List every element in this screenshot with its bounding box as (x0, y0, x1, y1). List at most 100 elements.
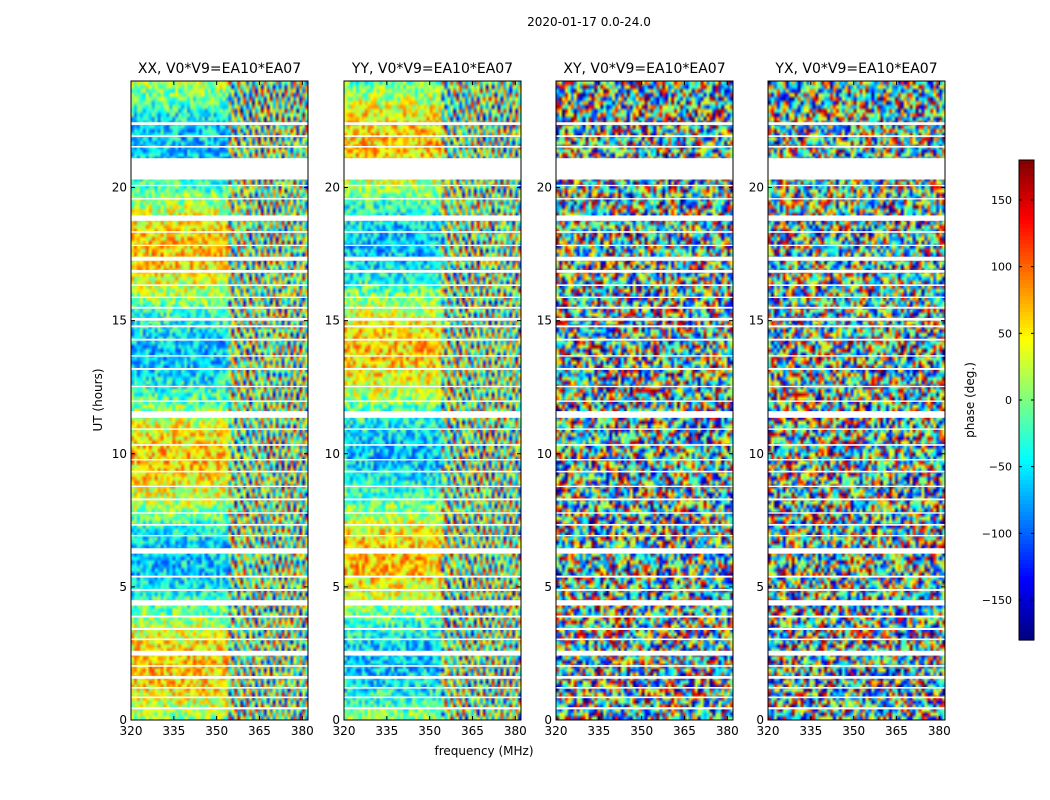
colorbar-tick-label: −150 (982, 594, 1012, 607)
colorbar-step (1019, 328, 1034, 333)
colorbar-step (1019, 244, 1034, 249)
colorbar-step (1019, 372, 1034, 377)
colorbar-step (1019, 584, 1034, 589)
panel-yx: YX, V0*V9=EA10*EA07 320 335 350 365 380 0 5 10 15… (749, 61, 951, 738)
colorbar-step (1019, 604, 1034, 609)
flagged-band (768, 256, 945, 261)
flagged-band (131, 615, 308, 618)
flagged-band (556, 284, 733, 287)
flagged-band (768, 198, 945, 200)
flagged-band (556, 400, 733, 402)
flagged-band (344, 325, 521, 328)
flagged-band (344, 184, 521, 187)
flagged-band (131, 145, 308, 148)
colorbar-tick-label: −50 (989, 461, 1012, 474)
flagged-band (556, 665, 733, 667)
colorbar-step (1019, 312, 1034, 317)
colorbar-step (1019, 480, 1034, 485)
flagged-band (344, 355, 521, 357)
colorbar-step (1019, 612, 1034, 617)
panel-xy: XY, V0*V9=EA10*EA07 320 335 350 365 380 0 5 10 15… (537, 61, 739, 738)
colorbar-step (1019, 304, 1034, 309)
flagged-band (131, 317, 308, 321)
flagged-band (768, 707, 945, 710)
flagged-band (131, 306, 308, 309)
colorbar-step (1019, 388, 1034, 393)
colorbar-step (1019, 484, 1034, 489)
colorbar-step (1019, 412, 1034, 417)
colorbar-step (1019, 456, 1034, 461)
y-tick-label: 15 (537, 314, 552, 328)
flagged-band (131, 428, 308, 430)
colorbar-step (1019, 256, 1034, 261)
flagged-band (131, 284, 308, 287)
colorbar-step (1019, 224, 1034, 229)
flagged-band (344, 244, 521, 247)
flagged-band (556, 428, 733, 430)
flagged-band (131, 296, 308, 298)
colorbar-step (1019, 160, 1034, 165)
colorbar-step (1019, 200, 1034, 205)
flagged-band (768, 135, 945, 137)
flagged-band (131, 122, 308, 125)
colorbar-step (1019, 300, 1034, 305)
flagged-band (768, 459, 945, 461)
colorbar-step (1019, 460, 1034, 465)
flagged-band (344, 485, 521, 488)
x-tick-label: 320 (120, 724, 143, 738)
flagged-band (344, 459, 521, 461)
flagged-band (344, 512, 521, 514)
flagged-band (131, 198, 308, 200)
colorbar-step (1019, 376, 1034, 381)
flagged-band (768, 122, 945, 125)
flagged-band (344, 428, 521, 430)
y-tick-label: 5 (119, 580, 127, 594)
y-tick-label: 15 (112, 314, 127, 328)
flagged-band (768, 615, 945, 618)
flagged-band (131, 215, 308, 221)
flagged-band (344, 215, 521, 221)
colorbar-step (1019, 308, 1034, 313)
colorbar-step (1019, 268, 1034, 273)
colorbar-step (1019, 624, 1034, 629)
x-tick-label: 365 (673, 724, 696, 738)
colorbar-step (1019, 608, 1034, 613)
y-tick-label: 0 (332, 713, 340, 727)
flagged-band (131, 355, 308, 357)
colorbar-step (1019, 552, 1034, 557)
flagged-band (131, 498, 308, 501)
flagged-band (131, 338, 308, 341)
flagged-band (131, 686, 308, 689)
colorbar-step (1019, 600, 1034, 605)
x-tick-label: 380 (291, 724, 314, 738)
colorbar-step (1019, 340, 1034, 345)
colorbar-step (1019, 320, 1034, 325)
flagged-band (556, 686, 733, 689)
colorbar-step (1019, 212, 1034, 217)
x-tick-label: 335 (587, 724, 610, 738)
flagged-band (556, 676, 733, 679)
colorbar-step (1019, 356, 1034, 361)
flagged-band (556, 215, 733, 221)
flagged-band (131, 707, 308, 710)
flagged-band (768, 411, 945, 418)
flagged-band (344, 231, 521, 233)
flagged-band (556, 135, 733, 137)
flagged-band (768, 158, 945, 180)
flagged-band (768, 296, 945, 298)
colorbar-step (1019, 348, 1034, 353)
flagged-band (131, 650, 308, 656)
flagged-band (344, 534, 521, 537)
flagged-band (131, 459, 308, 461)
flagged-band (768, 650, 945, 656)
flagged-band (344, 284, 521, 287)
flagged-band (131, 512, 308, 514)
colorbar-step (1019, 560, 1034, 565)
flagged-band (556, 158, 733, 180)
flagged-band (344, 145, 521, 148)
flagged-band (344, 575, 521, 578)
panels-group: XX, V0*V9=EA10*EA07 320 335 350 365 380 0 5 10 15… (112, 61, 951, 738)
flagged-band (131, 627, 308, 631)
colorbar-tick-label: 150 (991, 194, 1012, 207)
panel-yy: YY, V0*V9=EA10*EA07 320 335 350 365 380 0 5 10 15… (325, 61, 527, 738)
